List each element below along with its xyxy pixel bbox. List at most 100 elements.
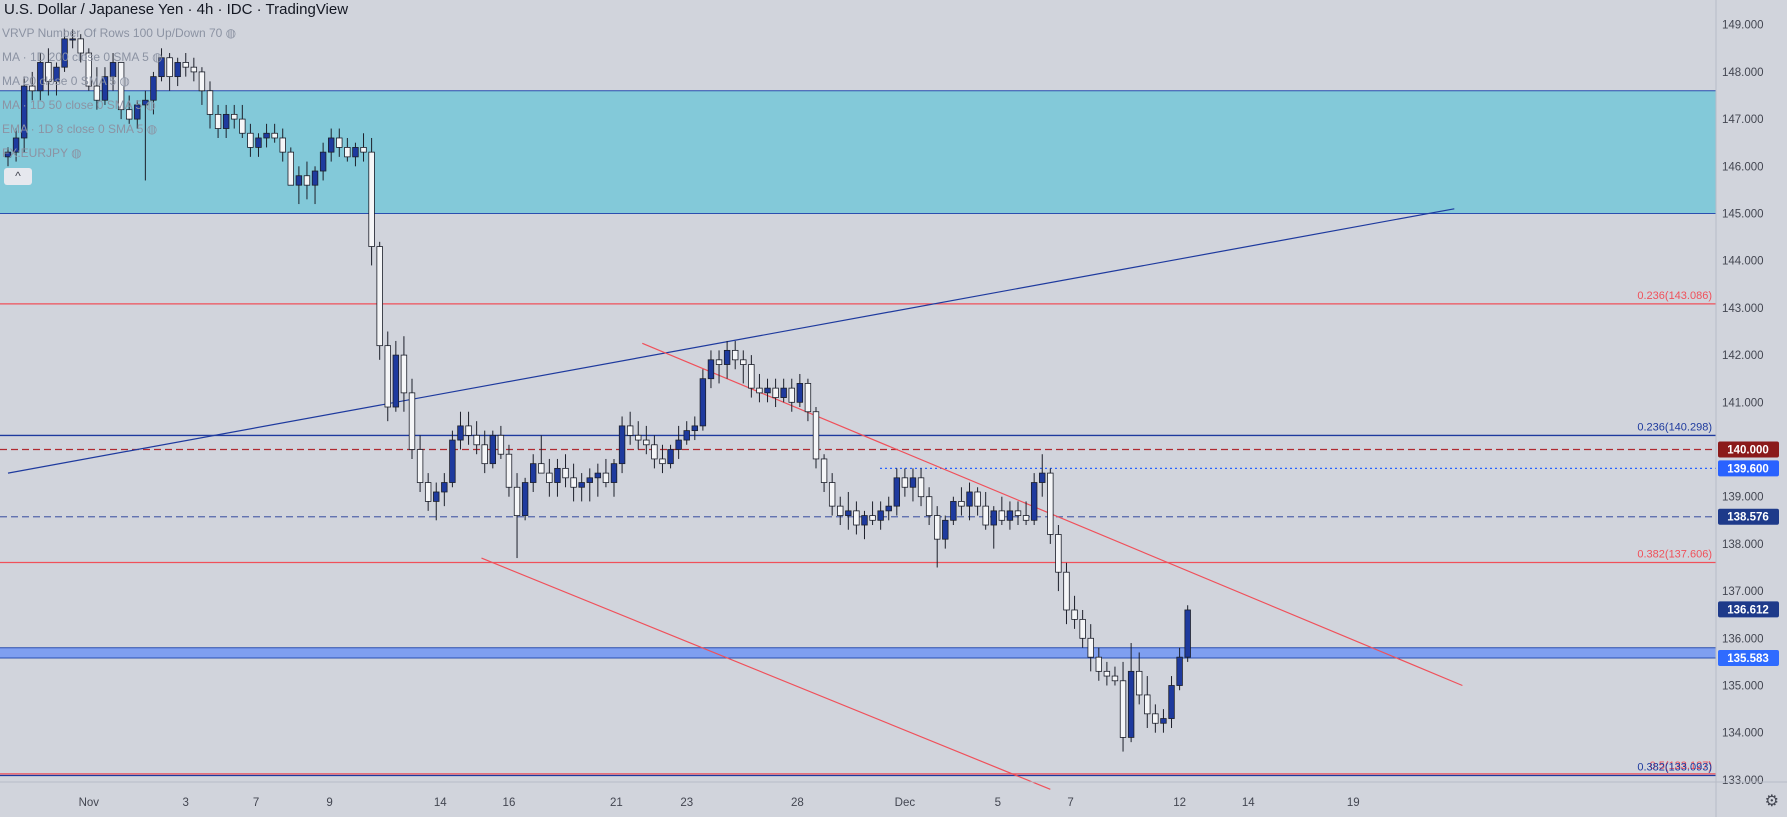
candle-body: [271, 132, 278, 139]
candle-body: [287, 151, 294, 186]
y-axis: 149.000 148.000 147.000 146.000 145.000 144.0…: [1715, 0, 1787, 817]
candle-body: [408, 392, 416, 450]
x-tick-label: Nov: [79, 797, 100, 809]
candle-body: [780, 387, 787, 398]
candle-body: [538, 463, 545, 474]
candle-body: [303, 175, 311, 186]
candle-body: [925, 496, 933, 516]
candle-body: [828, 482, 836, 507]
indicator-ma-200[interactable]: MA · 1D 200 close 0 SMA 5 ◍: [2, 50, 163, 64]
candle-body: [1022, 515, 1030, 521]
eye-hidden-icon[interactable]: ◍: [145, 98, 156, 112]
x-tick-label: 21: [610, 797, 623, 809]
x-tick-label: 12: [1173, 797, 1186, 809]
zones-layer: [0, 90, 1716, 659]
candle-body: [37, 62, 44, 92]
candle-body: [521, 482, 529, 516]
eye-hidden-icon[interactable]: ◍: [146, 122, 158, 136]
candle-body: [4, 151, 12, 158]
candle-body: [578, 482, 585, 488]
y-tick-label: 148.000: [1722, 67, 1764, 79]
candle-body: [441, 482, 448, 493]
candle-body: [473, 434, 480, 446]
indicator-ma-50[interactable]: MA · 1D 50 close 0 SMA 5 ◍: [2, 98, 156, 112]
eye-hidden-icon[interactable]: ◍: [119, 74, 130, 88]
candle-body: [182, 62, 189, 68]
candle-body: [295, 175, 303, 186]
candle-body: [1063, 571, 1070, 611]
candle-body: [958, 501, 965, 507]
y-tick-label: 135.000: [1722, 681, 1764, 693]
level-labels-layer: 0.236(143.086) 0.236(140.298) 0.382(137.60…: [1637, 290, 1712, 774]
eye-hidden-icon[interactable]: ◍: [71, 146, 82, 160]
candle-body: [1030, 482, 1038, 521]
y-tick-label: 144.000: [1722, 256, 1764, 268]
collapse-legend-button[interactable]: ^: [4, 168, 32, 185]
candle-body: [618, 425, 626, 465]
trendlines-layer: [7, 208, 1463, 790]
candle-body: [723, 349, 731, 365]
candle-body: [667, 449, 674, 465]
candle-body: [1087, 637, 1094, 658]
gear-icon[interactable]: ⚙: [1764, 793, 1779, 810]
candle-body: [344, 147, 351, 158]
candle-body: [239, 118, 246, 134]
candle-body: [1103, 670, 1111, 677]
candle-body: [626, 425, 634, 436]
candle-body: [845, 510, 852, 516]
candle-body: [190, 66, 198, 73]
indicator-vrvp[interactable]: VRVP Number Of Rows 100 Up/Down 70 ◍: [2, 26, 237, 40]
y-tick-label: 143.000: [1722, 303, 1764, 315]
candle-body: [1079, 619, 1086, 639]
eye-hidden-icon[interactable]: ◍: [225, 26, 237, 40]
y-tick-label: 139.000: [1722, 492, 1764, 504]
x-tick-label: 14: [1242, 797, 1255, 809]
candle-body: [1127, 670, 1135, 738]
candle-body: [594, 472, 602, 479]
candle-body: [812, 411, 820, 460]
candle-body: [376, 246, 383, 347]
candle-body: [198, 71, 206, 92]
indicator-ma-20[interactable]: MA 20 close 0 SMA 5 ◍: [2, 74, 130, 88]
candle-body: [117, 62, 125, 111]
candle-body: [263, 132, 270, 139]
candle-body: [950, 501, 957, 521]
y-tick-label: 134.000: [1722, 728, 1764, 740]
indicator-ema-8[interactable]: EMA · 1D 8 close 0 SMA 5 ◍: [2, 122, 158, 136]
x-tick-label: Dec: [895, 797, 916, 809]
indicator-eurjpy[interactable]: FX:EURJPY ◍: [2, 146, 82, 160]
candle-body: [1176, 656, 1183, 686]
candle-body: [917, 477, 925, 498]
x-tick-label: 23: [680, 797, 693, 809]
y-tick-label: 146.000: [1722, 161, 1764, 173]
candle-body: [885, 505, 892, 512]
eye-hidden-icon[interactable]: ◍: [152, 50, 163, 64]
candle-body: [336, 137, 343, 148]
zone-rect: [0, 90, 1716, 214]
candle-body: [513, 486, 521, 516]
candle-body: [982, 505, 989, 526]
candle-body: [546, 472, 553, 483]
candle-body: [659, 458, 666, 465]
y-tick-label: 141.000: [1722, 397, 1764, 409]
candle-body: [109, 62, 117, 78]
candle-body: [368, 151, 375, 247]
candle-body: [400, 354, 408, 394]
candle-body: [643, 439, 650, 446]
candle-body: [392, 354, 400, 408]
candle-body: [893, 477, 900, 507]
candle-body: [360, 147, 367, 153]
level-label: 0.236(143.086): [1637, 290, 1712, 302]
price-label-bg: [1718, 601, 1779, 618]
candle-body: [934, 515, 941, 540]
x-tick-label: 7: [1067, 797, 1073, 809]
candle-body: [126, 109, 133, 120]
candle-body: [45, 62, 52, 82]
candle-body: [942, 519, 949, 540]
x-tick-label: 5: [995, 797, 1001, 809]
candle-body: [990, 510, 997, 526]
x-tick-label: 16: [503, 797, 516, 809]
price-labels-layer: 140.000 139.600 138.576 136.612 135.583: [1718, 441, 1779, 666]
candle-body: [85, 52, 92, 87]
